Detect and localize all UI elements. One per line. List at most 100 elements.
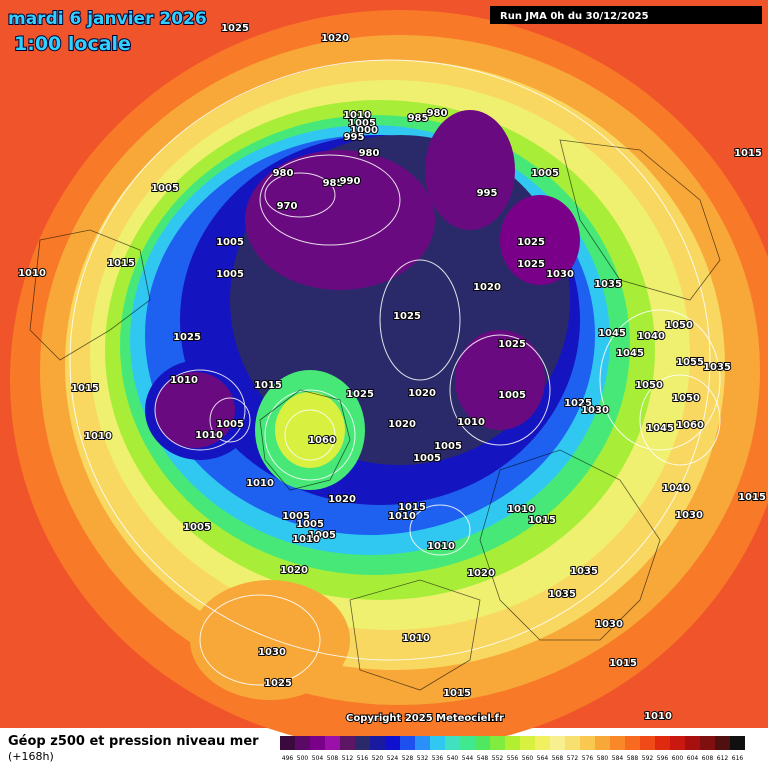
isobars <box>69 59 721 686</box>
isobar-label: 1060 <box>676 420 704 431</box>
legend-label: 576 <box>582 755 594 762</box>
legend-swatch <box>355 736 370 750</box>
isobar-label: 1005 <box>216 237 244 248</box>
legend-swatch <box>415 736 430 750</box>
isobar-label: 1045 <box>646 423 674 434</box>
isobar-label: 1000 <box>350 125 378 136</box>
legend-label: 596 <box>657 755 669 762</box>
isobar-label: 1025 <box>173 332 201 343</box>
isobar-label: 1045 <box>616 348 644 359</box>
legend-label: 540 <box>447 755 459 762</box>
isobar-label: 1025 <box>498 339 526 350</box>
isobar-label: 1020 <box>467 568 495 579</box>
isobar-label: 1050 <box>672 393 700 404</box>
legend: 496 500 504 508 512 516 520 524 528 532 536 540 544 5… <box>280 736 745 762</box>
isobar-label: 1010 <box>427 541 455 552</box>
legend-label: 512 <box>342 755 354 762</box>
isobar-label: 1030 <box>675 510 703 521</box>
legend-label: 564 <box>537 755 549 762</box>
isobar-label: 1010 <box>644 711 672 722</box>
legend-label: 572 <box>567 755 579 762</box>
legend-swatch <box>535 736 550 750</box>
isobar-label: 985 <box>323 178 344 189</box>
isobar-label: 1035 <box>594 279 622 290</box>
legend-label: 616 <box>732 755 744 762</box>
legend-label: 544 <box>462 755 474 762</box>
isobar-label: 1015 <box>738 492 766 503</box>
legend-label: 504 <box>312 755 324 762</box>
legend-label: 568 <box>552 755 564 762</box>
isobar-label: 1010 <box>507 504 535 515</box>
legend-swatch <box>565 736 580 750</box>
legend-swatch <box>505 736 520 750</box>
legend-swatch <box>400 736 415 750</box>
isobar-label: 1035 <box>703 362 731 373</box>
isobar-label: 980 <box>359 148 380 159</box>
isobar-label: 1050 <box>665 320 693 331</box>
isobar-label: 1015 <box>107 258 135 269</box>
date-title: mardi 6 janvier 2026 <box>8 9 207 29</box>
isobar-label: 1025 <box>221 23 249 34</box>
legend-swatch <box>610 736 625 750</box>
legend-swatch <box>715 736 730 750</box>
isobar-label: 1015 <box>528 515 556 526</box>
legend-label: 528 <box>402 755 414 762</box>
legend-swatch <box>295 736 310 750</box>
legend-label: 588 <box>627 755 639 762</box>
legend-label: 592 <box>642 755 654 762</box>
legend-swatch <box>445 736 460 750</box>
legend-swatch <box>460 736 475 750</box>
isobar-label: 1010 <box>402 633 430 644</box>
isobar-label: 1020 <box>328 494 356 505</box>
isobar-label: 980 <box>427 108 448 119</box>
isobar-label: 1030 <box>258 647 286 658</box>
isobar-label: 1005 <box>296 519 324 530</box>
legend-label: 560 <box>522 755 534 762</box>
isobar-label: 1020 <box>321 33 349 44</box>
legend-label: 496 <box>282 755 294 762</box>
isobar-label: 1005 <box>183 522 211 533</box>
legend-swatch <box>640 736 655 750</box>
isobar-label: 1055 <box>676 357 704 368</box>
isobar-label: 1015 <box>734 148 762 159</box>
isobar-label: 1010 <box>170 375 198 386</box>
isobar-label: 980 <box>273 168 294 179</box>
isobar-label: 1005 <box>531 168 559 179</box>
isobar-label: 1025 <box>517 259 545 270</box>
isobar-label: 1005 <box>348 118 376 129</box>
isobar-label: 995 <box>344 132 365 143</box>
isobar-label: 1005 <box>282 511 310 522</box>
legend-swatch <box>550 736 565 750</box>
footer-title: Géop z500 et pression niveau mer <box>8 734 259 749</box>
coastlines <box>29 139 721 691</box>
legend-swatch <box>685 736 700 750</box>
legend-swatch <box>670 736 685 750</box>
legend-swatch <box>340 736 355 750</box>
isobar-label: 1010 <box>195 430 223 441</box>
isobar-label: 1030 <box>581 405 609 416</box>
isobar-label: 1025 <box>517 237 545 248</box>
copyright: Copyright 2025 Meteociel.fr <box>346 713 504 724</box>
legend-label: 524 <box>387 755 399 762</box>
legend-label: 600 <box>672 755 684 762</box>
legend-label: 556 <box>507 755 519 762</box>
isobar-label: 1050 <box>635 380 663 391</box>
legend-label: 548 <box>477 755 489 762</box>
isobar-label: 1025 <box>264 678 292 689</box>
legend-label: 608 <box>702 755 714 762</box>
isobar-label: 1005 <box>434 441 462 452</box>
legend-swatch <box>490 736 505 750</box>
legend-swatch <box>475 736 490 750</box>
legend-swatch <box>655 736 670 750</box>
isobar-label: 1020 <box>473 282 501 293</box>
isobar-label: 1005 <box>151 183 179 194</box>
isobar-label: 1045 <box>598 328 626 339</box>
legend-label: 580 <box>597 755 609 762</box>
isobar-label: 1025 <box>393 311 421 322</box>
isobar-label: 1010 <box>457 417 485 428</box>
isobar-label: 1020 <box>408 388 436 399</box>
legend-swatch <box>385 736 400 750</box>
legend-swatch <box>325 736 340 750</box>
legend-label: 500 <box>297 755 309 762</box>
